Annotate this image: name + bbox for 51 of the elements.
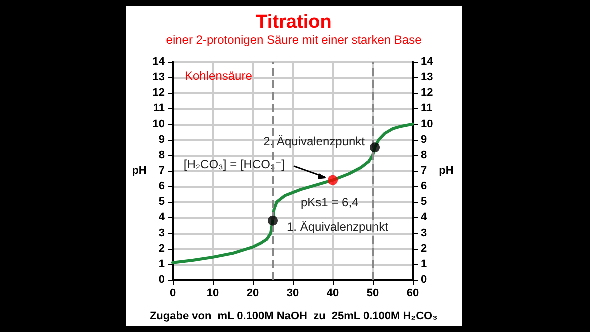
x-tick-label: 20 [246, 288, 260, 300]
y-tick-label: 9 [158, 134, 165, 146]
x-tick-label: 10 [206, 288, 220, 300]
y-tick-label: 13 [152, 72, 165, 84]
y-tick-label: 8 [158, 149, 165, 162]
y2-tick-label: 3 [421, 227, 428, 240]
y-tick-label: 6 [158, 180, 165, 193]
x-tick-label: 50 [366, 288, 380, 300]
point [370, 142, 380, 153]
y2-tick-label: 6 [421, 180, 428, 193]
y-axis-title: pH [132, 165, 147, 177]
line-series [172, 122, 414, 264]
y2-tick-label: 7 [421, 165, 428, 177]
y2-tick-label: 5 [421, 196, 428, 208]
y2-tick-label: 11 [421, 102, 433, 115]
y2-tick-label: 0 [421, 274, 428, 286]
y2-tick-label: 4 [421, 212, 428, 224]
x-tick-label: 60 [406, 288, 420, 300]
y2-tick-label: 9 [421, 134, 428, 146]
y-tick-label: 11 [153, 102, 165, 115]
x-tick-label: 0 [170, 288, 176, 300]
point [268, 216, 278, 226]
y-tick-label: 4 [158, 212, 166, 224]
annotation: Kohlensäure [185, 69, 253, 83]
chart-title: Titration [256, 12, 332, 33]
x-tick-label: 40 [326, 288, 340, 300]
y-tick-label: 3 [158, 227, 165, 240]
y2-tick-label: 8 [421, 149, 428, 162]
x-tick-label: 30 [286, 288, 300, 300]
y-tick-label: 10 [152, 118, 165, 130]
y-tick-label: 5 [158, 196, 165, 208]
y-tick-label: 14 [152, 56, 166, 68]
y2-tick-label: 14 [421, 56, 434, 68]
y-tick-label: 0 [158, 274, 165, 286]
y-tick-label: 7 [158, 165, 165, 177]
annotation: 1. Äquivalenzpunkt [287, 220, 390, 234]
y-tick-label: 1 [158, 258, 165, 270]
annotation: 2. Äquivalenzpunkt [264, 134, 366, 149]
y-tick-label: 2 [158, 242, 165, 255]
annotation: [H₂CO₃] = [HCO₃⁻] [184, 157, 285, 172]
y2-tick-label: 13 [421, 72, 434, 84]
y2-tick-label: 1 [421, 258, 428, 270]
point [328, 175, 338, 186]
annotation: pKs1 = 6,4 [301, 195, 360, 210]
y2-tick-label: 12 [421, 87, 434, 100]
y-tick-label: 12 [152, 87, 165, 100]
chart-subtitle: einer 2-protonigen Säure mit einer starken Base [166, 33, 422, 47]
y2-tick-label: 10 [421, 118, 434, 130]
y2-axis-title: pH [439, 165, 454, 177]
x-axis-title: Zugabe von mL 0.100M NaOH zu 25mL 0.100M H₂CO₃ [150, 310, 438, 322]
y2-tick-label: 2 [421, 242, 428, 255]
